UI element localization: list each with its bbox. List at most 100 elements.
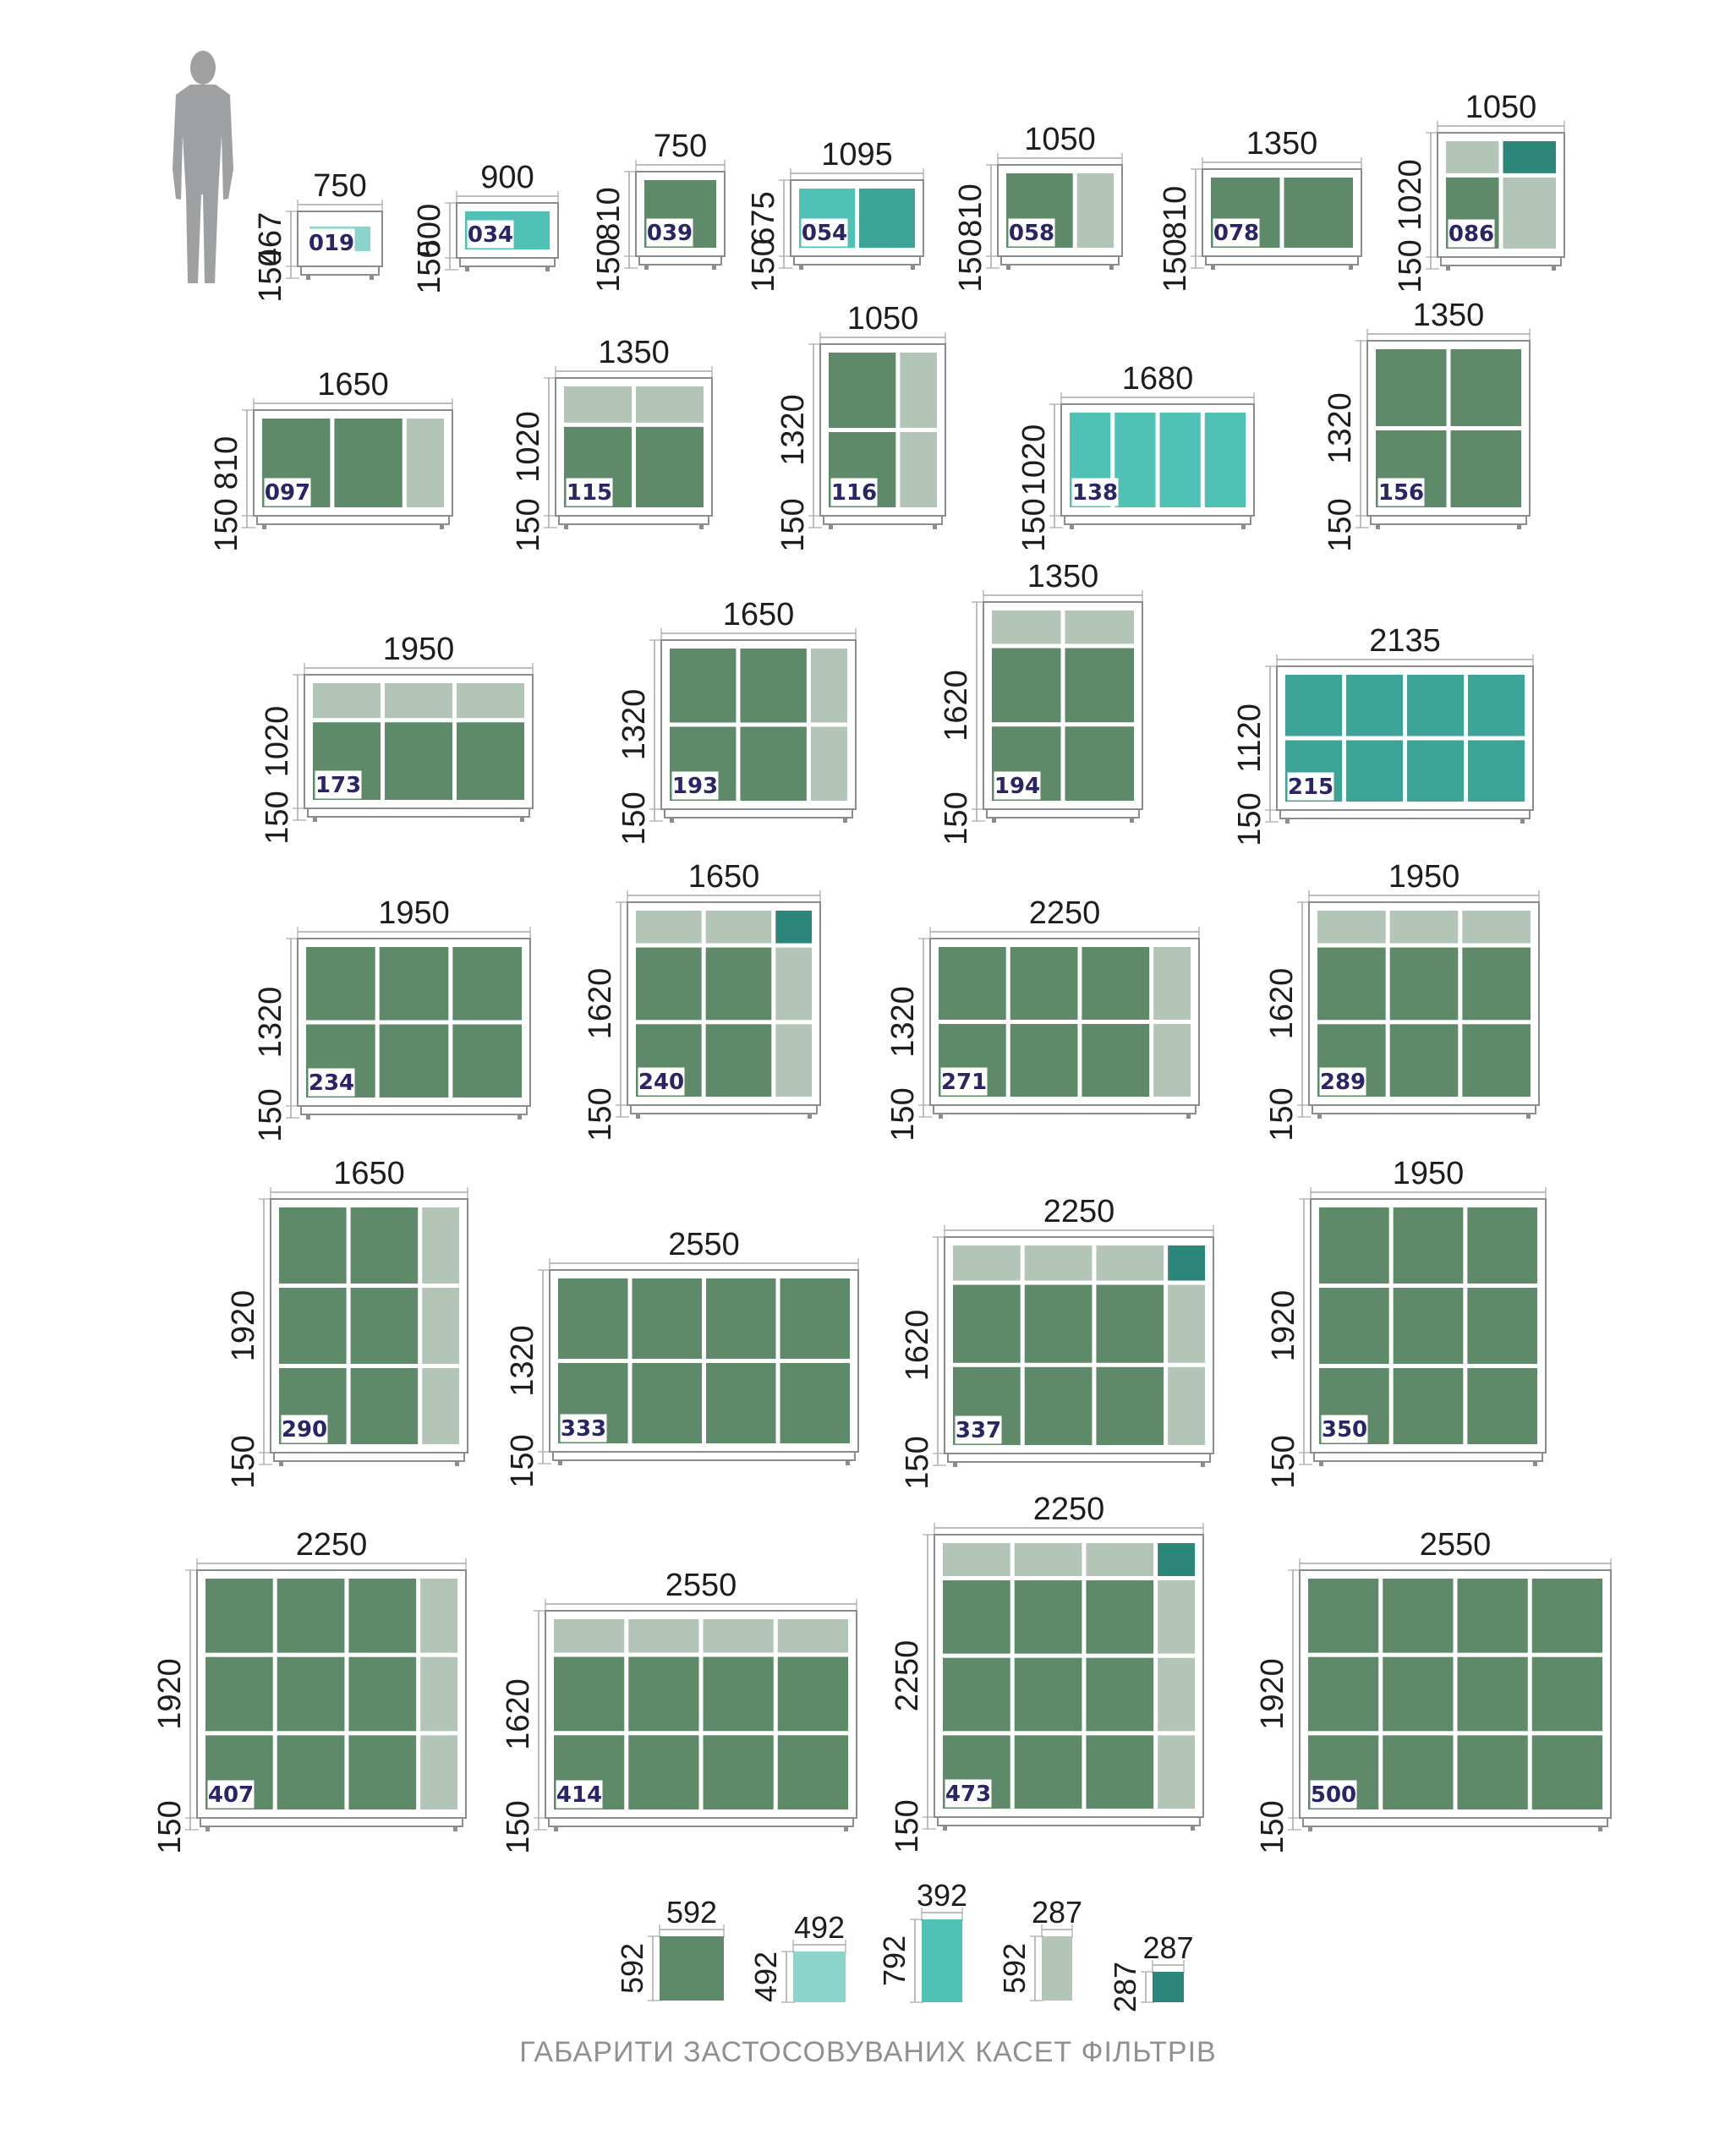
width-label: 1350: [1413, 298, 1485, 333]
filter-cell: [703, 1656, 774, 1732]
filter-cell: [1457, 1656, 1528, 1732]
filter-cell: [1467, 1207, 1537, 1284]
filter-cell: [636, 386, 704, 423]
unit-foot: [943, 1826, 947, 1831]
unit-foot: [262, 524, 266, 529]
base-height-label: 150: [501, 1800, 536, 1853]
unit-foot: [465, 266, 469, 271]
filter-cell: [1204, 413, 1246, 507]
filter-cell: [1010, 1024, 1078, 1097]
unit-156: 1350 1320 150 156: [1323, 298, 1531, 552]
unit-base: [459, 257, 556, 267]
filter-cassette-swatch: [922, 1919, 962, 2002]
filter-cell: [279, 1207, 347, 1284]
base-height-label: 150: [953, 238, 988, 292]
filter-cell: [1096, 1284, 1164, 1363]
model-code-badge: [1448, 219, 1495, 248]
filter-cell: [1468, 675, 1525, 736]
unit-foot: [808, 1114, 812, 1119]
model-code-badge: [556, 1780, 603, 1809]
filter-cell: [457, 683, 524, 719]
filter-cell: [628, 1656, 699, 1732]
unit-289: 1950 1620 150 289: [1264, 859, 1540, 1141]
unit-foot: [520, 817, 524, 822]
filter-cell: [1158, 1580, 1195, 1654]
unit-base: [664, 808, 853, 818]
height-label: 1620: [1264, 968, 1300, 1040]
height-label: 1320: [775, 394, 811, 466]
unit-base: [937, 1816, 1201, 1826]
base-height-label: 150: [505, 1434, 540, 1487]
unit-base: [933, 1104, 1197, 1114]
filter-cell: [1153, 1024, 1191, 1097]
width-label: 1050: [1465, 90, 1537, 125]
person-body: [173, 85, 233, 283]
unit-foot: [558, 1460, 562, 1465]
filter-cell: [420, 1735, 457, 1809]
filter-cassette-swatch: [660, 1936, 724, 2001]
unit-foot: [205, 1826, 210, 1831]
unit-base: [793, 255, 921, 266]
unit-foot: [440, 524, 444, 529]
model-code-label: 234: [309, 1070, 354, 1096]
filter-cell: [1086, 1580, 1154, 1654]
width-label: 2250: [296, 1527, 368, 1563]
filter-cell: [1168, 1366, 1205, 1445]
model-code-label: 173: [315, 773, 361, 798]
unit-base: [638, 255, 722, 266]
model-code-label: 473: [945, 1782, 991, 1807]
width-label: 1095: [821, 137, 893, 172]
filter-cell: [1393, 1207, 1464, 1284]
filter-cell: [859, 189, 915, 248]
height-label: 1920: [1255, 1658, 1290, 1730]
filter-cell: [703, 1619, 774, 1653]
filter-cell: [706, 1363, 776, 1443]
filter-cell: [992, 610, 1061, 644]
filter-cell: [703, 1735, 774, 1809]
base-height-label: 150: [226, 1435, 261, 1488]
filter-cell: [705, 947, 772, 1021]
filter-cassette-swatch: [1153, 1972, 1184, 2002]
height-label: 1620: [501, 1678, 536, 1750]
filter-cell: [1450, 349, 1521, 426]
unit-foot: [846, 1460, 850, 1465]
height-label: 1320: [1323, 392, 1358, 464]
filter-cell: [1346, 675, 1403, 736]
unit-foot: [829, 524, 833, 529]
unit-foot: [1319, 1461, 1323, 1466]
filter-width-label: 392: [917, 1878, 967, 1913]
base-height-label: 150: [511, 498, 546, 551]
unit-base: [1440, 256, 1562, 266]
person-head: [190, 51, 216, 85]
unit-foot: [1070, 524, 1074, 529]
filter-cell: [1014, 1580, 1082, 1654]
filter-cell: [1158, 1657, 1195, 1732]
unit-foot: [799, 265, 803, 270]
height-label: 1320: [616, 689, 652, 761]
model-code-label: 034: [468, 222, 513, 248]
model-code-badge: [560, 1414, 607, 1442]
unit-foot: [1520, 818, 1525, 824]
filter-cell: [1158, 1735, 1195, 1809]
base-height-label: 150: [939, 791, 974, 845]
base-height-label: 150: [616, 791, 652, 845]
filter-cell: [350, 1368, 419, 1444]
filter-height-label: 492: [748, 1952, 783, 2002]
filter-cell: [205, 1656, 273, 1732]
base-height-label: 150: [1255, 1800, 1290, 1853]
filter-cell: [1014, 1543, 1082, 1576]
filter-cassette-swatch: [1042, 1936, 1072, 2001]
filter-cell: [775, 911, 812, 944]
height-label: 1620: [583, 968, 618, 1040]
base-height-label: 150: [1266, 1435, 1301, 1488]
unit-foot: [1598, 1826, 1602, 1831]
unit-base: [1064, 515, 1251, 525]
width-label: 1950: [378, 895, 450, 931]
base-height-label: 150: [253, 1088, 288, 1141]
unit-base: [1000, 255, 1120, 266]
base-height-label: 150: [1232, 792, 1268, 846]
unit-foot: [1533, 1461, 1537, 1466]
filter-cell: [1308, 1579, 1379, 1653]
filter-cell: [628, 1735, 699, 1809]
